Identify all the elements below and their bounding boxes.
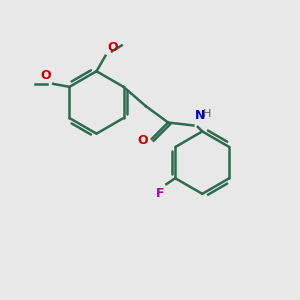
Text: O: O — [107, 41, 118, 54]
Text: H: H — [203, 109, 211, 119]
Text: N: N — [195, 109, 205, 122]
Text: F: F — [156, 187, 165, 200]
Text: O: O — [40, 69, 51, 82]
Text: O: O — [138, 134, 148, 147]
